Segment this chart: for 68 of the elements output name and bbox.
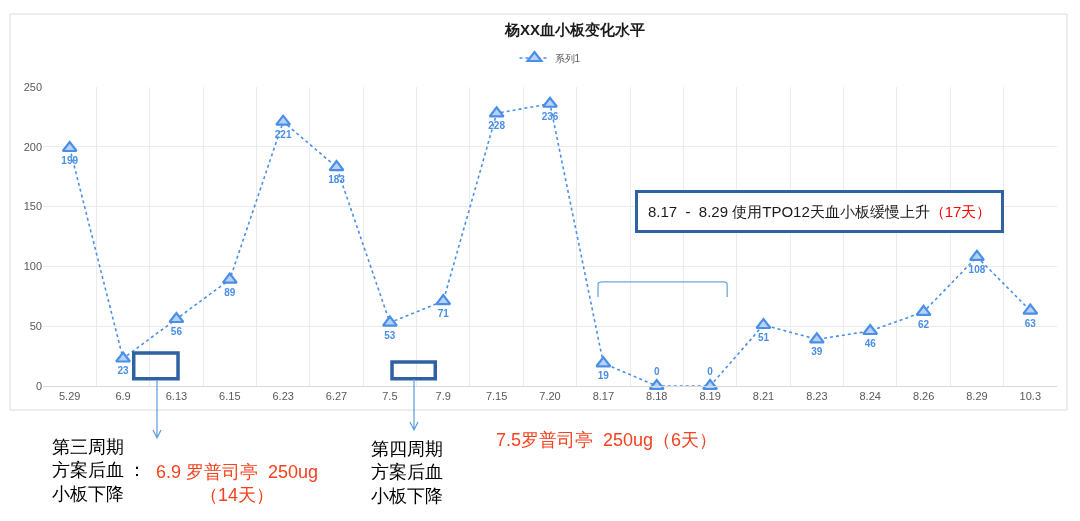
annotation: （17天） (929, 203, 992, 220)
text: 6.9 罗普司亭 250ug （14天） (156, 462, 319, 506)
point (1022, 303, 1039, 315)
y-tick-label: 50 (29, 320, 42, 333)
x-tick-label: 10.3 (1019, 390, 1042, 403)
x-tick-label: 6.27 (325, 390, 348, 403)
data-label: 56 (170, 326, 183, 338)
x-tick-label: 7.5 (382, 390, 398, 403)
y-tick-label: 100 (23, 260, 42, 273)
data-label: 71 (437, 308, 450, 320)
point (488, 106, 505, 118)
data-label: 23 (117, 365, 130, 377)
point (381, 315, 398, 327)
point (808, 332, 825, 344)
x-tick-label: 6.13 (165, 390, 188, 403)
x-tick-label: 8.26 (912, 390, 935, 403)
point (275, 114, 292, 126)
y-tick-label: 250 (23, 80, 42, 93)
y-tick-label: 0 (35, 379, 42, 392)
x-tick-label: 8.19 (699, 390, 721, 403)
x-tick-label: 8.18 (646, 390, 668, 403)
y-tick-label: 150 (23, 200, 42, 213)
data-label: 221 (274, 128, 292, 140)
point (115, 351, 132, 363)
data-label: 0 (653, 366, 660, 377)
data-label: 46 (864, 337, 877, 349)
x-tick-label: 8.23 (806, 390, 828, 403)
data-label: 236 (541, 110, 559, 122)
data-label: 63 (1024, 317, 1037, 329)
data-label: 228 (488, 120, 506, 132)
point (862, 323, 879, 336)
x-tick-label: 6.23 (272, 390, 294, 403)
point (168, 311, 185, 324)
x-tick-label: 7.15 (485, 390, 508, 403)
data-label: 19 (597, 370, 610, 382)
data-label: 39 (811, 346, 823, 358)
x-tick-label: 8.29 (966, 390, 988, 403)
point (61, 140, 78, 153)
chart-title: 杨XX血小板变化水平 (503, 21, 646, 39)
x-tick-label: 6.9 (115, 390, 131, 403)
point (968, 249, 985, 261)
point (328, 160, 345, 172)
data-label: 183 (328, 174, 346, 186)
x-tick-label: 6.15 (219, 390, 241, 403)
point (435, 293, 452, 306)
text: 第四周期方案后血小板下降 (371, 439, 443, 506)
data-label: 199 (61, 155, 79, 166)
point (755, 317, 772, 330)
text: 第三周期方案后血小板下降 (52, 437, 124, 504)
data-label: 89 (224, 286, 236, 298)
text: 7.5罗普司亭 250ug（6天） (496, 430, 718, 450)
data-label: 51 (757, 332, 770, 343)
x-tick-label: 7.20 (539, 390, 561, 403)
y-tick-label: 200 (23, 140, 42, 153)
data-label: 0 (707, 366, 714, 377)
x-tick-label: 8.17 (592, 390, 615, 403)
data-label: 53 (384, 329, 396, 341)
point (595, 356, 612, 368)
x-tick-label: 8.21 (752, 390, 775, 403)
x-tick-label: 8.24 (859, 390, 881, 403)
point (221, 272, 238, 284)
legend-label: 系列1 (554, 52, 581, 64)
x-tick-label: 5.29 (58, 390, 81, 403)
x-tick-label: 7.9 (435, 390, 451, 403)
point (915, 304, 932, 316)
data-label: 108 (968, 263, 986, 275)
data-label: 62 (918, 318, 930, 330)
text: ： (128, 460, 146, 480)
